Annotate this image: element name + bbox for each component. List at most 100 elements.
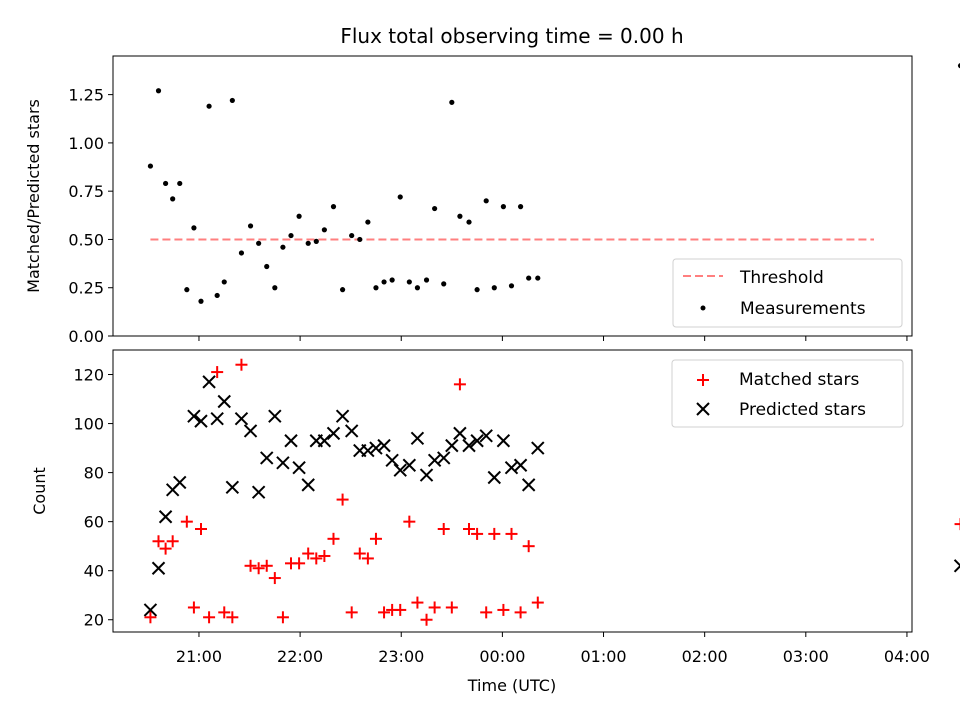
measurement-point	[184, 287, 190, 293]
predicted-stars-point	[369, 441, 383, 455]
measurement-point	[147, 163, 154, 169]
matched-stars-point	[203, 611, 216, 624]
matched-stars-point	[159, 542, 172, 555]
predicted-stars-point	[393, 463, 407, 477]
legend-threshold-label: Threshold	[739, 268, 824, 288]
measurement-point	[414, 285, 421, 291]
measurement-point	[247, 223, 254, 229]
matched-stars-point	[488, 527, 501, 540]
measurement-point	[349, 232, 355, 239]
predicted-stars-point	[210, 411, 224, 426]
measurement-point	[957, 63, 960, 69]
measurement-point	[449, 99, 455, 105]
measurement-point	[483, 198, 489, 204]
predicted-stars-point	[453, 426, 467, 441]
measurement-point	[423, 277, 430, 283]
bottom-plot-area	[143, 358, 960, 626]
predicted-stars-point	[385, 453, 399, 468]
predicted-stars-point	[521, 478, 536, 492]
measurement-point	[357, 236, 363, 243]
measurement-point	[305, 240, 311, 246]
matched-stars-point	[235, 358, 248, 371]
legend-matched-label: Matched stars	[739, 370, 859, 390]
legend-matched-swatch	[697, 374, 709, 386]
measurement-point	[321, 227, 327, 233]
matched-stars-point	[302, 547, 315, 560]
matched-stars-point	[218, 606, 231, 619]
top-x-ticks	[198, 336, 908, 341]
chart-title: Flux total observing time = 0.00 h	[340, 24, 683, 48]
measurement-point	[508, 283, 515, 289]
predicted-stars-point	[462, 438, 476, 453]
measurement-point	[500, 204, 506, 210]
measurement-point	[339, 287, 346, 293]
predicted-stars-point	[402, 458, 417, 472]
predicted-stars-point	[268, 409, 282, 423]
matched-stars-point	[260, 559, 273, 572]
predicted-stars-point	[419, 468, 434, 482]
measurement-point	[296, 213, 302, 219]
legend-predicted-swatch	[696, 402, 710, 416]
top-axes-frame	[112, 55, 913, 337]
measurement-point	[280, 244, 286, 250]
predicted-stars-point	[470, 434, 484, 448]
x-tick-label: 00:00	[479, 647, 525, 666]
top-plot-area	[147, 63, 960, 304]
measurement-point	[256, 240, 262, 246]
measurement-point	[221, 279, 227, 285]
measurement-point	[170, 196, 176, 202]
predicted-stars-point	[496, 434, 511, 448]
legend-measurements-label: Measurements	[740, 299, 866, 319]
y-tick-label: 20	[84, 611, 104, 630]
top-y-ticks: 0.00 0.25 0.50 0.75 1.00 1.25	[68, 86, 113, 346]
measurement-point	[381, 279, 387, 285]
predicted-stars-point	[445, 438, 459, 453]
x-tick-label: 03:00	[783, 647, 829, 666]
predicted-stars-point	[158, 510, 173, 524]
bottom-y-ticks: 20 40 60 80 100 120	[73, 366, 113, 630]
predicted-stars-point	[326, 426, 341, 441]
top-panel: 0.00 0.25 0.50 0.75 1.00 1.25 Matched/Predict…	[24, 55, 960, 346]
predicted-stars-point	[487, 470, 502, 485]
y-tick-label: 120	[73, 366, 104, 385]
predicted-stars-point	[187, 409, 201, 423]
y-tick-label: 100	[73, 415, 104, 434]
top-legend-box	[672, 258, 903, 328]
measurement-point	[517, 204, 524, 210]
matched-stars-point	[420, 613, 433, 626]
matched-stars-point	[293, 557, 306, 570]
predicted-stars-point	[344, 424, 359, 438]
measurement-point	[162, 180, 169, 187]
measurement-point	[288, 232, 294, 239]
bottom-legend: Matched stars Predicted stars	[671, 359, 904, 428]
x-tick-label: 22:00	[277, 647, 323, 666]
measurement-point	[330, 204, 337, 210]
x-axis-label: Time (UTC)	[467, 676, 556, 695]
y-tick-label: 0.50	[68, 230, 104, 249]
matched-stars-point	[497, 603, 510, 616]
measurement-point	[526, 275, 532, 281]
matched-stars-point	[378, 606, 391, 619]
measurement-point	[406, 279, 412, 285]
matched-stars-point	[463, 523, 476, 536]
measurement-point	[466, 219, 472, 225]
bottom-y-axis-label: Count	[30, 467, 49, 515]
predicted-stars-point	[251, 485, 266, 499]
top-legend: Threshold Measurements	[672, 258, 903, 328]
predicted-stars-point	[301, 478, 315, 492]
measurement-point	[535, 275, 541, 281]
matched-stars-point	[194, 523, 207, 536]
measurement-point	[272, 285, 278, 291]
matched-stars-point	[345, 606, 358, 619]
matched-stars-point	[437, 523, 450, 536]
matched-stars-point	[211, 366, 224, 379]
matched-stars-point	[144, 611, 157, 624]
measurement-point	[441, 281, 447, 287]
predicted-stars-point	[292, 460, 306, 475]
measurement-point	[491, 285, 497, 291]
matched-stars-point	[361, 552, 374, 565]
measurement-point	[313, 238, 319, 244]
matched-stars-point	[471, 527, 484, 540]
y-tick-label: 1.25	[68, 86, 104, 105]
bottom-x-ticks: 21:00 22:00 23:00 00:00 01:00 02:00 03:00 04:00	[176, 632, 930, 666]
